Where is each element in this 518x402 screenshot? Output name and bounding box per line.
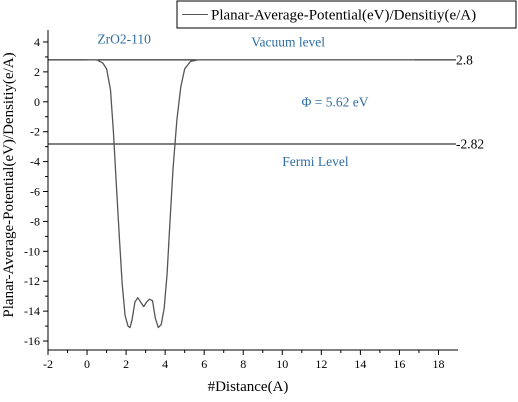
legend-entry: Planar-Average-Potential(eV)/Densitiy(e/… xyxy=(211,8,476,24)
y-tick-label: -14 xyxy=(24,304,40,318)
x-tick-label: 12 xyxy=(315,357,327,371)
y-tick-label: -2 xyxy=(30,125,40,139)
x-tick-label: 6 xyxy=(201,357,207,371)
annotations: ZrO2-110 Vacuum level Φ = 5.62 eV Fermi Lev… xyxy=(97,31,368,169)
y-tick-label: 2 xyxy=(34,65,40,79)
x-tick-label: 18 xyxy=(432,357,444,371)
y-tick-label: 4 xyxy=(34,35,40,49)
reference-line-label: 2.8 xyxy=(456,52,473,67)
annotation-label: ZrO2-110 xyxy=(97,31,151,46)
x-tick-label: 0 xyxy=(84,357,90,371)
x-tick-label: 4 xyxy=(162,357,168,371)
axis-ticks: -2 0 2 4 6 8 10 12 14 16 18 4 2 0 -2 -4 -6 -8 -10 -12 -14 -16 xyxy=(24,35,444,371)
annotation-label: Φ = 5.62 eV xyxy=(302,94,369,109)
x-tick-label: 8 xyxy=(240,357,246,371)
series-layer xyxy=(87,59,415,329)
x-axis-title: #Distance(A) xyxy=(208,379,289,395)
y-tick-label: -8 xyxy=(30,214,40,228)
y-tick-label: -6 xyxy=(30,184,40,198)
series-line xyxy=(87,59,415,329)
y-tick-label: -10 xyxy=(24,244,40,258)
annotation-label: Fermi Level xyxy=(282,154,349,169)
x-tick-label: 14 xyxy=(354,357,366,371)
legend-box xyxy=(176,0,517,29)
y-tick-label: -12 xyxy=(24,274,40,288)
y-tick-label: -16 xyxy=(24,334,40,348)
x-tick-label: 16 xyxy=(393,357,405,371)
y-tick-label: -4 xyxy=(30,155,40,169)
x-tick-label: -2 xyxy=(43,357,53,371)
reference-line-label: -2.82 xyxy=(456,136,484,151)
annotation-label: Vacuum level xyxy=(251,34,325,49)
x-tick-label: 2 xyxy=(123,357,129,371)
legend: Planar-Average-Potential(eV)/Densitiy(e/… xyxy=(176,0,517,29)
y-tick-label: 0 xyxy=(34,95,40,109)
y-axis-title: Planar-Average-Potential(eV)/Densitiy(e/… xyxy=(1,52,17,317)
x-tick-label: 10 xyxy=(276,357,288,371)
